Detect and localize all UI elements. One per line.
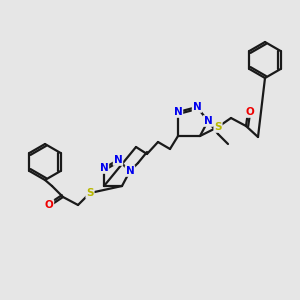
Text: N: N bbox=[126, 166, 134, 176]
Text: O: O bbox=[246, 107, 254, 117]
Text: N: N bbox=[114, 155, 122, 165]
Text: S: S bbox=[214, 122, 222, 132]
Text: S: S bbox=[86, 188, 94, 198]
Text: N: N bbox=[204, 116, 212, 126]
Text: N: N bbox=[174, 107, 182, 117]
Text: N: N bbox=[100, 163, 108, 173]
Text: O: O bbox=[45, 200, 53, 210]
Text: N: N bbox=[193, 102, 201, 112]
